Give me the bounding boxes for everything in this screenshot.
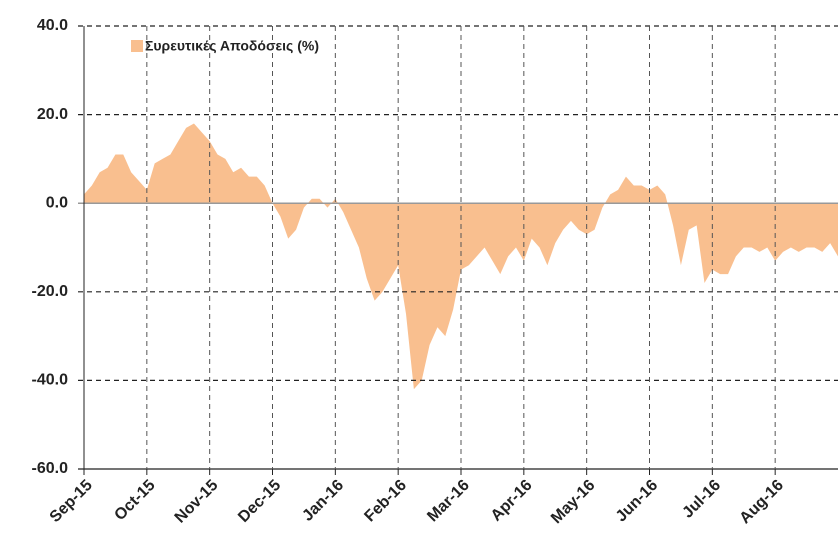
y-tick-label: -20.0 [32,283,69,300]
y-tick-label: 20.0 [37,106,68,123]
x-tick-label: May-16 [548,477,598,527]
y-tick-label: 0.0 [46,194,68,211]
x-tick-label: Nov-15 [172,477,222,527]
y-tick-label: -40.0 [32,372,69,389]
x-tick-label: Sep-15 [47,477,96,526]
legend-swatch [131,40,143,52]
x-tick-label: Aug-16 [737,477,787,527]
y-tick-label: -60.0 [32,460,69,477]
x-tick-label: Jun-16 [613,477,662,526]
y-tick-label: 40.0 [37,17,68,34]
x-tick-label: Apr-16 [488,477,536,525]
legend-label: Συρευτικές Αποδόσεις (%) [145,38,319,54]
x-tick-label: Mar-16 [424,477,473,526]
x-tick-label: Feb-16 [361,477,410,526]
x-tick-label: Jan-16 [299,477,347,525]
x-tick-label: Dec-15 [235,477,284,526]
x-tick-label: Oct-15 [111,477,158,524]
x-tick-label: Jul-16 [679,477,724,522]
